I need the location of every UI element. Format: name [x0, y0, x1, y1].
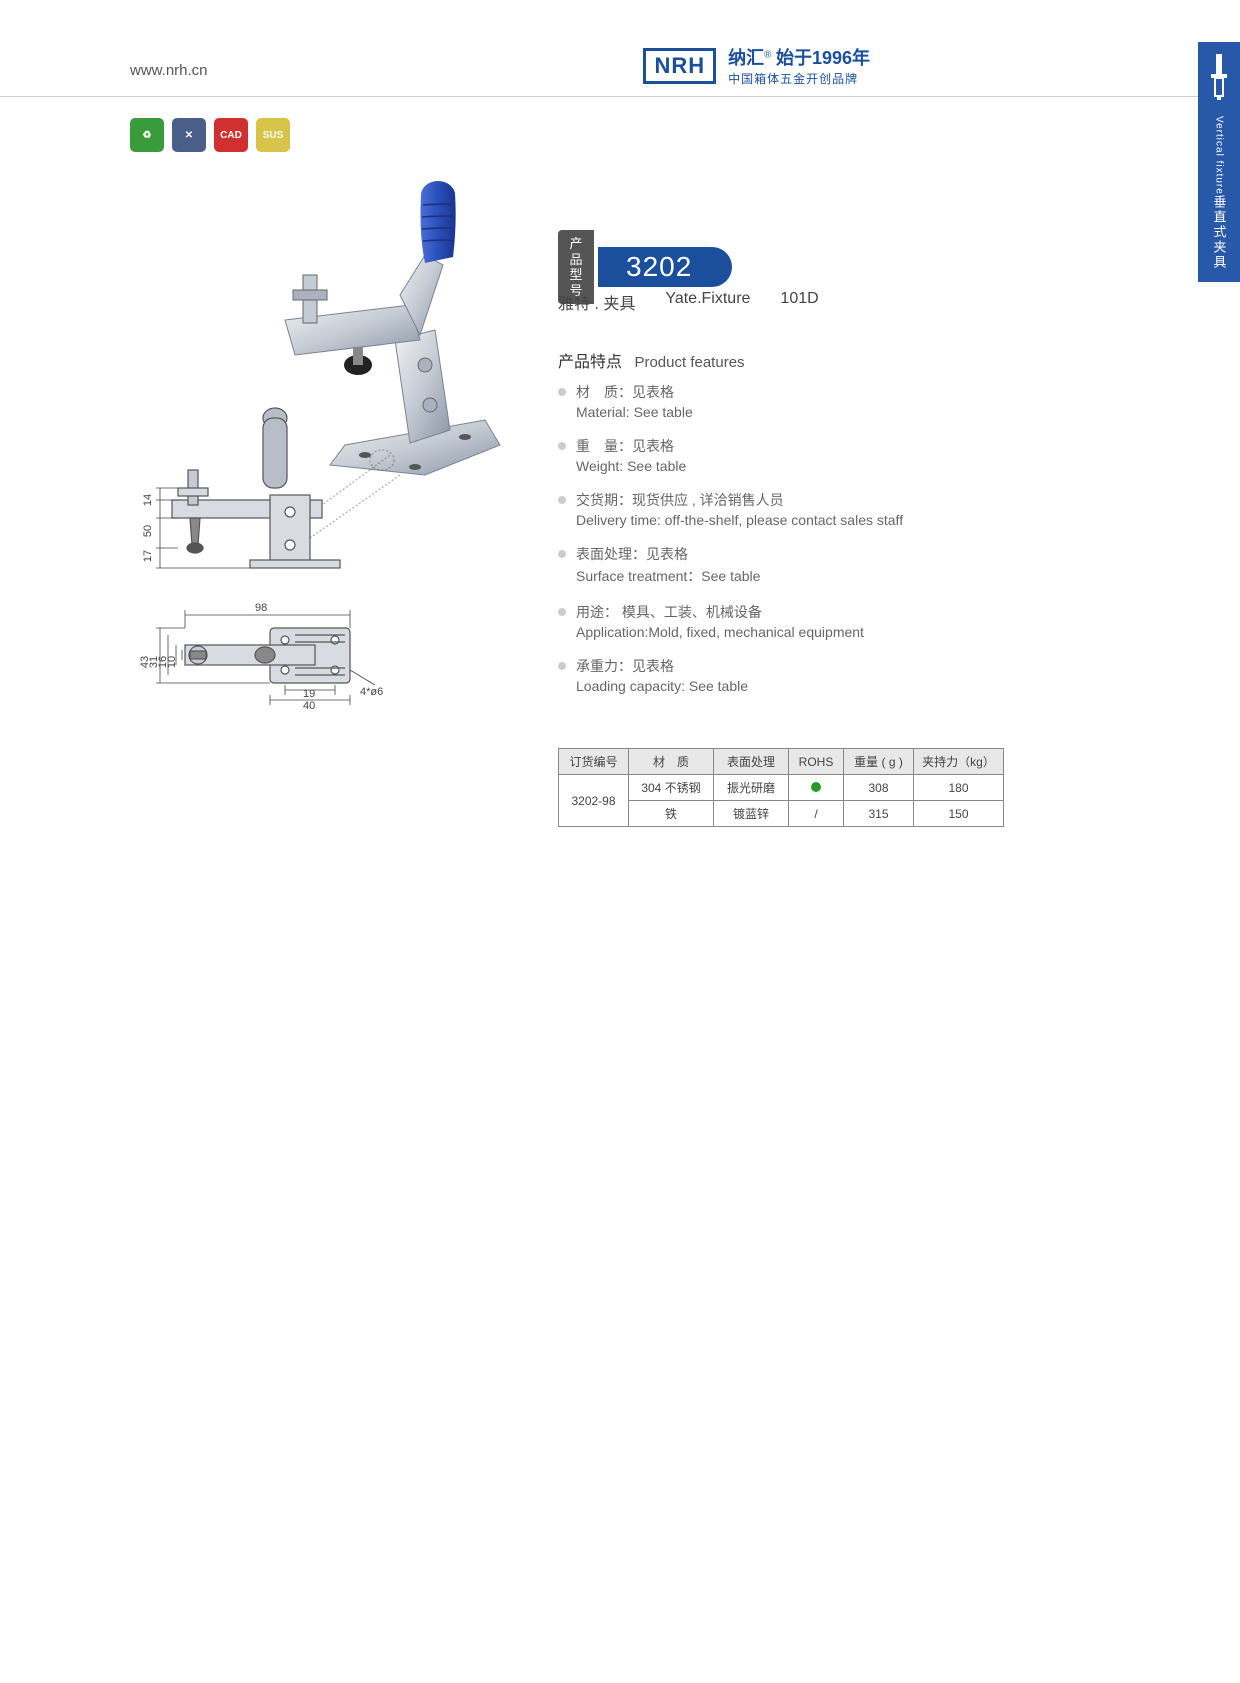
brand-text: 纳汇® 始于1996年 中国箱体五金开创品牌 [728, 44, 870, 87]
clamp-icon [1205, 52, 1233, 102]
side-tab-cn: 垂直式夹具 [1210, 195, 1229, 270]
td-material: 铁 [629, 801, 714, 827]
dim-14: 14 [142, 494, 154, 506]
feature-cn: 交货期：现货供应 , 详洽销售人员 [576, 490, 1108, 510]
nrh-logo: NRH [643, 48, 716, 84]
brand-year: 始于1996年 [776, 48, 870, 68]
model-number: 3202 [598, 247, 732, 287]
brand-cn: 纳汇 [728, 48, 764, 68]
dim-50: 50 [142, 525, 154, 537]
feature-en: Loading capacity: See table [576, 678, 1108, 694]
website-url[interactable]: www.nrh.cn [130, 62, 208, 79]
technical-drawing [130, 400, 450, 730]
dim-10: 10 [166, 656, 178, 668]
dim-holes: 4*ø6 [360, 686, 383, 698]
side-category-tab: Vertical fixture 垂直式夹具 [1198, 42, 1240, 282]
feature-en: Surface treatment：See table [576, 566, 1108, 586]
td-force: 150 [914, 801, 1004, 827]
dim-17: 17 [142, 550, 154, 562]
feature-cn: 重 量：见表格 [576, 436, 1108, 456]
feature-item: 表面处理：见表格 Surface treatment：See table [558, 544, 1108, 586]
reg-mark: ® [764, 50, 771, 61]
feature-item: 材 质：见表格 Material: See table [558, 382, 1108, 420]
subtitle-code: 101D [780, 290, 818, 314]
td-force: 180 [914, 775, 1004, 801]
th-material: 材 质 [629, 749, 714, 775]
features-title-cn: 产品特点 [558, 354, 622, 371]
dim-98: 98 [255, 602, 267, 614]
page-header: www.nrh.cn NRH 纳汇® 始于1996年 中国箱体五金开创品牌 [0, 42, 1240, 97]
rohs-dot-icon [811, 782, 821, 792]
feature-en: Delivery time: off-the-shelf, please con… [576, 512, 1108, 528]
brand-line1: 纳汇® 始于1996年 [728, 44, 870, 70]
brand-subtitle: 中国箱体五金开创品牌 [728, 70, 870, 87]
th-surface: 表面处理 [714, 749, 789, 775]
features-heading: 产品特点 Product features [558, 348, 745, 372]
spec-table: 订货编号 材 质 表面处理 ROHS 重量 ( g ) 夹持力（kg） 3202… [558, 748, 1004, 827]
feature-item: 用途： 模具、工装、机械设备 Application:Mold, fixed, … [558, 602, 1108, 640]
th-force: 夹持力（kg） [914, 749, 1004, 775]
dim-40: 40 [303, 700, 315, 712]
feature-en: Material: See table [576, 404, 1108, 420]
td-surface: 振光研磨 [714, 775, 789, 801]
feature-badges: ♻ ✕ CAD SUS [130, 118, 290, 152]
sus-badge-icon: SUS [256, 118, 290, 152]
dim-19: 19 [303, 688, 315, 700]
td-code: 3202-98 [559, 775, 629, 827]
feature-cn: 材 质：见表格 [576, 382, 1108, 402]
eco-badge-icon: ♻ [130, 118, 164, 152]
td-weight: 308 [844, 775, 914, 801]
table-header: 订货编号 材 质 表面处理 ROHS 重量 ( g ) 夹持力（kg） [559, 749, 1004, 775]
table-row: 3202-98 304 不锈钢 振光研磨 308 180 [559, 775, 1004, 801]
feature-cn: 承重力：见表格 [576, 656, 1108, 676]
features-list: 材 质：见表格 Material: See table 重 量：见表格 Weig… [558, 382, 1108, 710]
features-title-en: Product features [634, 354, 744, 371]
cad-badge-icon: CAD [214, 118, 248, 152]
cross-badge-icon: ✕ [172, 118, 206, 152]
td-rohs: / [789, 801, 844, 827]
td-surface: 镀蓝锌 [714, 801, 789, 827]
feature-cn: 表面处理：见表格 [576, 544, 1108, 564]
feature-en: Weight: See table [576, 458, 1108, 474]
td-material: 304 不锈钢 [629, 775, 714, 801]
feature-cn: 用途： 模具、工装、机械设备 [576, 602, 1108, 622]
subtitle-cn: 雅特 . 夹具 [558, 290, 635, 314]
th-code: 订货编号 [559, 749, 629, 775]
td-rohs [789, 775, 844, 801]
feature-item: 交货期：现货供应 , 详洽销售人员 Delivery time: off-the… [558, 490, 1108, 528]
brand-block: NRH 纳汇® 始于1996年 中国箱体五金开创品牌 [643, 44, 870, 87]
feature-item: 承重力：见表格 Loading capacity: See table [558, 656, 1108, 694]
feature-en: Application:Mold, fixed, mechanical equi… [576, 624, 1108, 640]
subtitle-en: Yate.Fixture [665, 290, 750, 314]
td-weight: 315 [844, 801, 914, 827]
th-rohs: ROHS [789, 749, 844, 775]
feature-item: 重 量：见表格 Weight: See table [558, 436, 1108, 474]
product-subtitle: 雅特 . 夹具 Yate.Fixture 101D [558, 290, 819, 314]
side-tab-en: Vertical fixture [1214, 116, 1225, 195]
th-weight: 重量 ( g ) [844, 749, 914, 775]
